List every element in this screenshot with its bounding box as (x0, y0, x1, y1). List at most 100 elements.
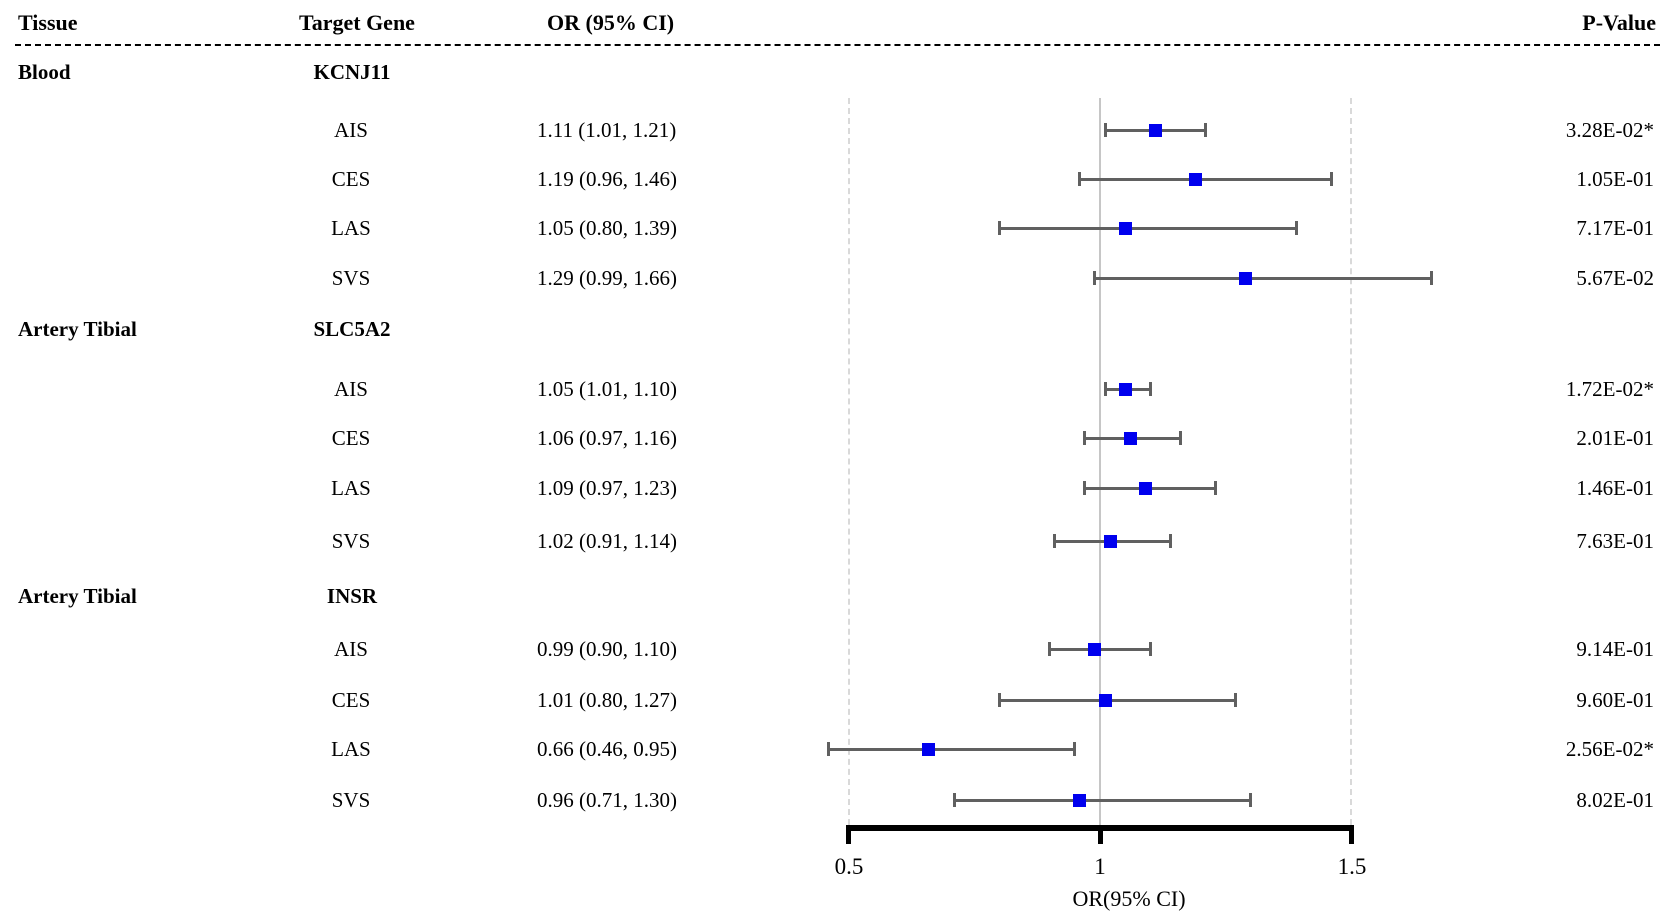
ci-cap-high (1249, 793, 1253, 807)
ci-cap-low (952, 793, 956, 807)
x-axis-tick-1p5 (1349, 825, 1354, 844)
subtype-label: LAS (331, 216, 371, 240)
ci-cap-low (1083, 431, 1087, 445)
ci-cap-low (997, 693, 1001, 707)
subtype-label: LAS (331, 476, 371, 500)
or-marker-KCNJ11-SVS (1239, 271, 1253, 285)
ci-line-KCNJ11-LAS (999, 226, 1297, 230)
ci-cap-low (826, 742, 830, 756)
p-value: 5.67E-02 (1576, 266, 1654, 290)
p-value: 8.02E-01 (1576, 788, 1654, 812)
subtype-label: SVS (331, 529, 371, 553)
ci-cap-high (1148, 642, 1152, 656)
p-value: 9.14E-01 (1576, 637, 1654, 661)
or-ci-value: 1.09 (0.97, 1.23) (537, 476, 677, 500)
tissue-label: Artery Tibial (18, 317, 137, 341)
x-tick-label-1p5: 1.5 (1337, 854, 1367, 879)
gridline-1p5 (1350, 98, 1352, 825)
ci-cap-high (1178, 431, 1182, 445)
or-ci-value: 1.06 (0.97, 1.16) (537, 426, 677, 450)
ci-cap-high (1204, 123, 1208, 137)
or-marker-SLC5A2-CES (1123, 431, 1137, 445)
column-header-target-gene: Target Gene (299, 10, 415, 35)
ci-line-INSR-LAS (828, 747, 1075, 751)
ci-cap-high (1329, 172, 1333, 186)
subtype-label: AIS (334, 118, 368, 142)
p-value: 1.46E-01 (1576, 476, 1654, 500)
ci-cap-low (1103, 123, 1107, 137)
reference-line-1 (1099, 98, 1101, 825)
x-axis-tick-1 (1098, 825, 1103, 844)
header-separator-line (15, 44, 1660, 46)
ci-cap-high (1168, 534, 1172, 548)
x-axis-title: OR(95% CI) (1072, 886, 1186, 911)
p-value: 1.05E-01 (1576, 167, 1654, 191)
or-marker-INSR-AIS (1088, 642, 1102, 656)
p-value: 7.63E-01 (1576, 529, 1654, 553)
ci-cap-low (1078, 172, 1082, 186)
tissue-label: Blood (18, 60, 71, 84)
x-tick-label-0p5: 0.5 (834, 854, 864, 879)
or-ci-value: 1.01 (0.80, 1.27) (537, 688, 677, 712)
subtype-label: LAS (331, 737, 371, 761)
ci-cap-low (1053, 534, 1057, 548)
p-value: 2.01E-01 (1576, 426, 1654, 450)
or-marker-INSR-SVS (1073, 793, 1087, 807)
p-value: 9.60E-01 (1576, 688, 1654, 712)
column-header-or-ci: OR (95% CI) (547, 10, 675, 35)
or-ci-value: 0.66 (0.46, 0.95) (537, 737, 677, 761)
p-value: 7.17E-01 (1576, 216, 1654, 240)
p-value: 3.28E-02* (1565, 118, 1654, 142)
ci-cap-high (1214, 481, 1218, 495)
or-marker-KCNJ11-AIS (1148, 123, 1162, 137)
x-tick-label-1: 1 (1094, 854, 1106, 879)
ci-cap-high (1234, 693, 1238, 707)
column-header-tissue: Tissue (18, 10, 78, 35)
ci-cap-low (997, 221, 1001, 235)
or-marker-INSR-LAS (922, 742, 936, 756)
or-ci-value: 0.99 (0.90, 1.10) (537, 637, 677, 661)
tissue-label: Artery Tibial (18, 584, 137, 608)
ci-cap-high (1073, 742, 1077, 756)
subtype-label: CES (331, 426, 371, 450)
ci-cap-low (1103, 382, 1107, 396)
or-ci-value: 1.11 (1.01, 1.21) (537, 118, 677, 142)
or-ci-value: 1.19 (0.96, 1.46) (537, 167, 677, 191)
ci-cap-high (1148, 382, 1152, 396)
or-marker-KCNJ11-CES (1189, 172, 1203, 186)
ci-cap-high (1294, 221, 1298, 235)
or-ci-value: 1.02 (0.91, 1.14) (537, 529, 677, 553)
gridline-0p5 (848, 98, 850, 825)
subtype-label: SVS (331, 788, 371, 812)
or-ci-value: 1.05 (0.80, 1.39) (537, 216, 677, 240)
subtype-label: CES (331, 167, 371, 191)
ci-cap-high (1430, 271, 1434, 285)
column-header-p-value: P-Value (1582, 10, 1656, 35)
or-ci-value: 1.29 (0.99, 1.66) (537, 266, 677, 290)
p-value: 2.56E-02* (1565, 737, 1654, 761)
ci-cap-low (1048, 642, 1052, 656)
x-axis-tick-0p5 (846, 825, 851, 844)
ci-line-INSR-SVS (954, 798, 1251, 802)
or-ci-value: 0.96 (0.71, 1.30) (537, 788, 677, 812)
ci-cap-low (1083, 481, 1087, 495)
subtype-label: SVS (331, 266, 371, 290)
ci-cap-low (1093, 271, 1097, 285)
p-value: 1.72E-02* (1565, 377, 1654, 401)
target-gene-label: INSR (326, 584, 378, 608)
subtype-label: CES (331, 688, 371, 712)
target-gene-label: SLC5A2 (313, 317, 391, 341)
ci-line-INSR-CES (999, 698, 1236, 702)
subtype-label: AIS (334, 377, 368, 401)
target-gene-label: KCNJ11 (313, 60, 391, 84)
or-ci-value: 1.05 (1.01, 1.10) (537, 377, 677, 401)
ci-line-KCNJ11-CES (1079, 177, 1332, 181)
or-marker-SLC5A2-LAS (1138, 481, 1152, 495)
or-marker-SLC5A2-SVS (1103, 534, 1117, 548)
subtype-label: AIS (334, 637, 368, 661)
ci-line-KCNJ11-SVS (1094, 276, 1432, 280)
or-marker-KCNJ11-LAS (1118, 221, 1132, 235)
or-marker-SLC5A2-AIS (1118, 382, 1132, 396)
or-marker-INSR-CES (1098, 693, 1112, 707)
